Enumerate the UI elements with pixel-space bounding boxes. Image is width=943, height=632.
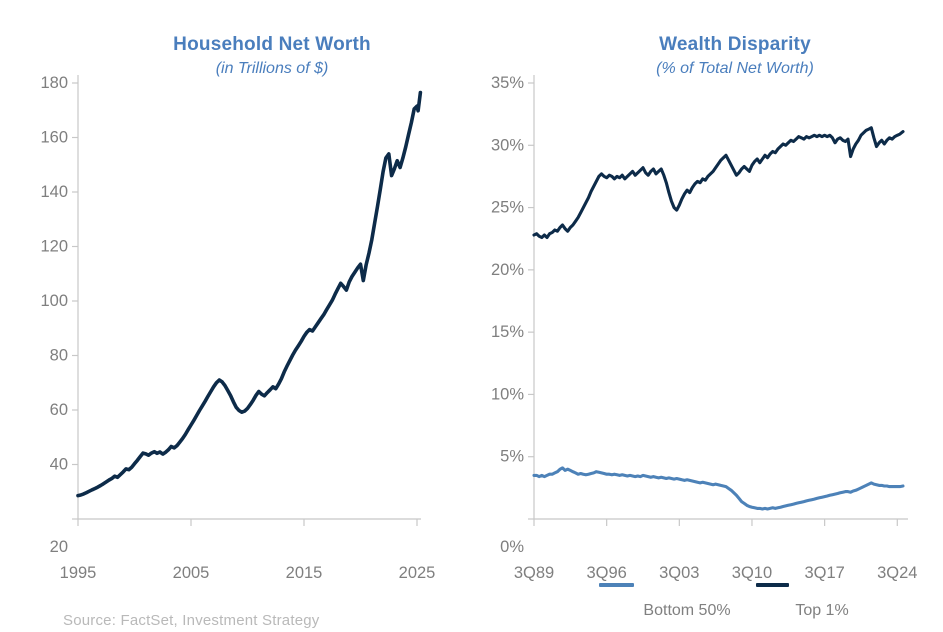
- y-axis-tick-label: 20: [50, 538, 68, 556]
- source-note: Source: FactSet, Investment Strategy: [63, 612, 320, 629]
- y-axis-tick-label: 35%: [491, 74, 524, 92]
- x-axis-tick-label: 1995: [60, 564, 97, 582]
- x-axis-tick-label: 3Q17: [804, 564, 844, 582]
- y-axis-tick-label: 0%: [500, 538, 524, 556]
- y-axis-tick-label: 180: [40, 74, 68, 92]
- legend-label-top-1: Top 1%: [795, 602, 849, 619]
- y-axis-tick-label: 100: [40, 292, 68, 310]
- x-axis-tick-label: 2015: [286, 564, 323, 582]
- x-axis-tick-label: 3Q89: [514, 564, 554, 582]
- x-axis-tick-label: 2025: [399, 564, 436, 582]
- y-axis-tick-label: 80: [50, 347, 68, 365]
- y-axis-tick-label: 160: [40, 129, 68, 147]
- x-axis-tick-label: 3Q24: [877, 564, 917, 582]
- y-axis-tick-label: 60: [50, 401, 68, 419]
- y-axis-tick-label: 10%: [491, 385, 524, 403]
- x-axis-tick-label: 3Q10: [732, 564, 772, 582]
- y-axis-tick-label: 5%: [500, 448, 524, 466]
- legend-swatch-top-1: [756, 583, 789, 587]
- wealth-disparity-chart-subtitle: (% of Total Net Worth): [656, 60, 814, 77]
- y-axis-tick-label: 20%: [491, 261, 524, 279]
- y-axis-tick-label: 30%: [491, 136, 524, 154]
- series-line-bottom-50-: [532, 466, 905, 511]
- wealth-disparity-chart-title: Wealth Disparity: [659, 34, 811, 55]
- y-axis-tick-label: 40: [50, 456, 68, 474]
- net-worth-chart-title: Household Net Worth: [173, 34, 371, 55]
- y-axis-tick-label: 25%: [491, 199, 524, 217]
- y-axis-tick-label: 120: [40, 238, 68, 256]
- net-worth-chart-subtitle: (in Trillions of $): [215, 60, 329, 77]
- x-axis-tick-label: 3Q96: [586, 564, 626, 582]
- y-axis-tick-label: 15%: [491, 323, 524, 341]
- series-line-household-net-worth: [76, 90, 423, 498]
- y-axis-tick-label: 140: [40, 183, 68, 201]
- series-line-top-1-: [532, 126, 905, 240]
- x-axis-tick-label: 2005: [173, 564, 210, 582]
- legend-label-bottom-50: Bottom 50%: [643, 602, 731, 619]
- x-axis-tick-label: 3Q03: [659, 564, 699, 582]
- legend-swatch-bottom-50: [599, 583, 634, 587]
